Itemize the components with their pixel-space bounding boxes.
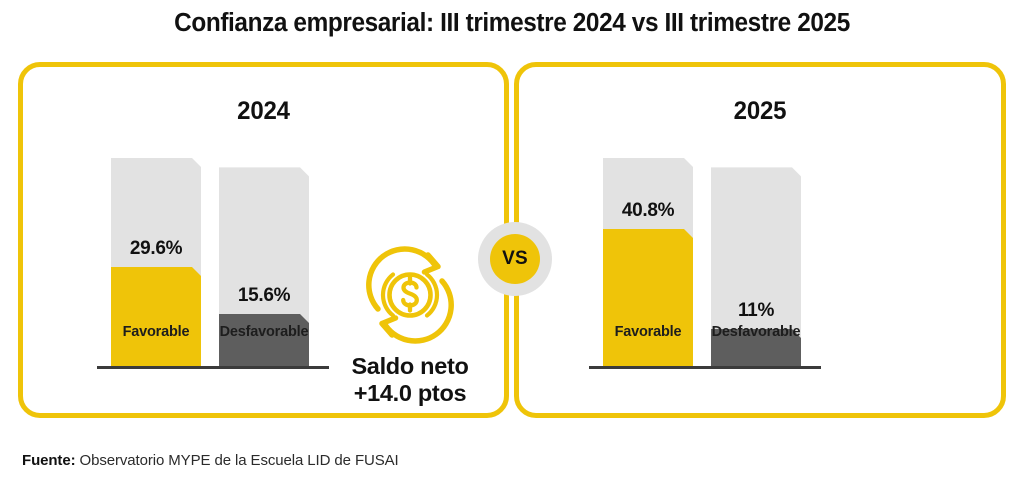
bar-value-label: 29.6% bbox=[129, 238, 183, 259]
panel-2024: 2024 29.6% Favorable 15.6% Desfavorable bbox=[18, 62, 509, 418]
bar-fill-desfavorable bbox=[711, 329, 801, 366]
bar-chart-2024: 29.6% Favorable 15.6% Desfavorable bbox=[91, 160, 336, 420]
saldo-neto-value: +14.0 ptos bbox=[353, 380, 467, 407]
bar-chart-2025: 40.8% Favorable 11% Desfavorable bbox=[583, 160, 828, 420]
vs-badge-label: VS bbox=[490, 234, 540, 284]
page-title: Confianza empresarial: III trimestre 202… bbox=[174, 9, 850, 37]
bar-category-label: Favorable bbox=[614, 324, 682, 340]
bar-value-label: 40.8% bbox=[621, 200, 675, 221]
bar-category-label: Desfavorable bbox=[711, 324, 801, 340]
bar-category-label: Desfavorable bbox=[219, 324, 309, 340]
dollar-cycle-icon bbox=[366, 246, 454, 344]
saldo-neto-2024: Saldo neto +14.0 ptos bbox=[305, 243, 515, 408]
chart-baseline bbox=[97, 366, 329, 369]
saldo-neto-title: Saldo neto bbox=[351, 353, 469, 379]
chart-baseline bbox=[589, 366, 821, 369]
bar-fill-favorable bbox=[111, 267, 201, 366]
bar-category-label: Favorable bbox=[122, 324, 190, 340]
source-note: Fuente: Observatorio MYPE de la Escuela … bbox=[22, 452, 399, 469]
vs-badge: VS bbox=[478, 222, 552, 296]
bar-value-label: 15.6% bbox=[237, 285, 291, 306]
bar-fill-favorable bbox=[603, 229, 693, 366]
panel-year-label: 2024 bbox=[237, 97, 290, 125]
bar-fill-desfavorable bbox=[219, 314, 309, 366]
panel-year-label: 2025 bbox=[733, 97, 787, 125]
source-text: Observatorio MYPE de la Escuela LID de F… bbox=[79, 452, 399, 469]
source-prefix: Fuente: bbox=[22, 452, 76, 469]
bar-value-label: 11% bbox=[737, 300, 775, 321]
panel-2025: 2025 40.8% Favorable 11% Desfavorable bbox=[514, 62, 1006, 418]
